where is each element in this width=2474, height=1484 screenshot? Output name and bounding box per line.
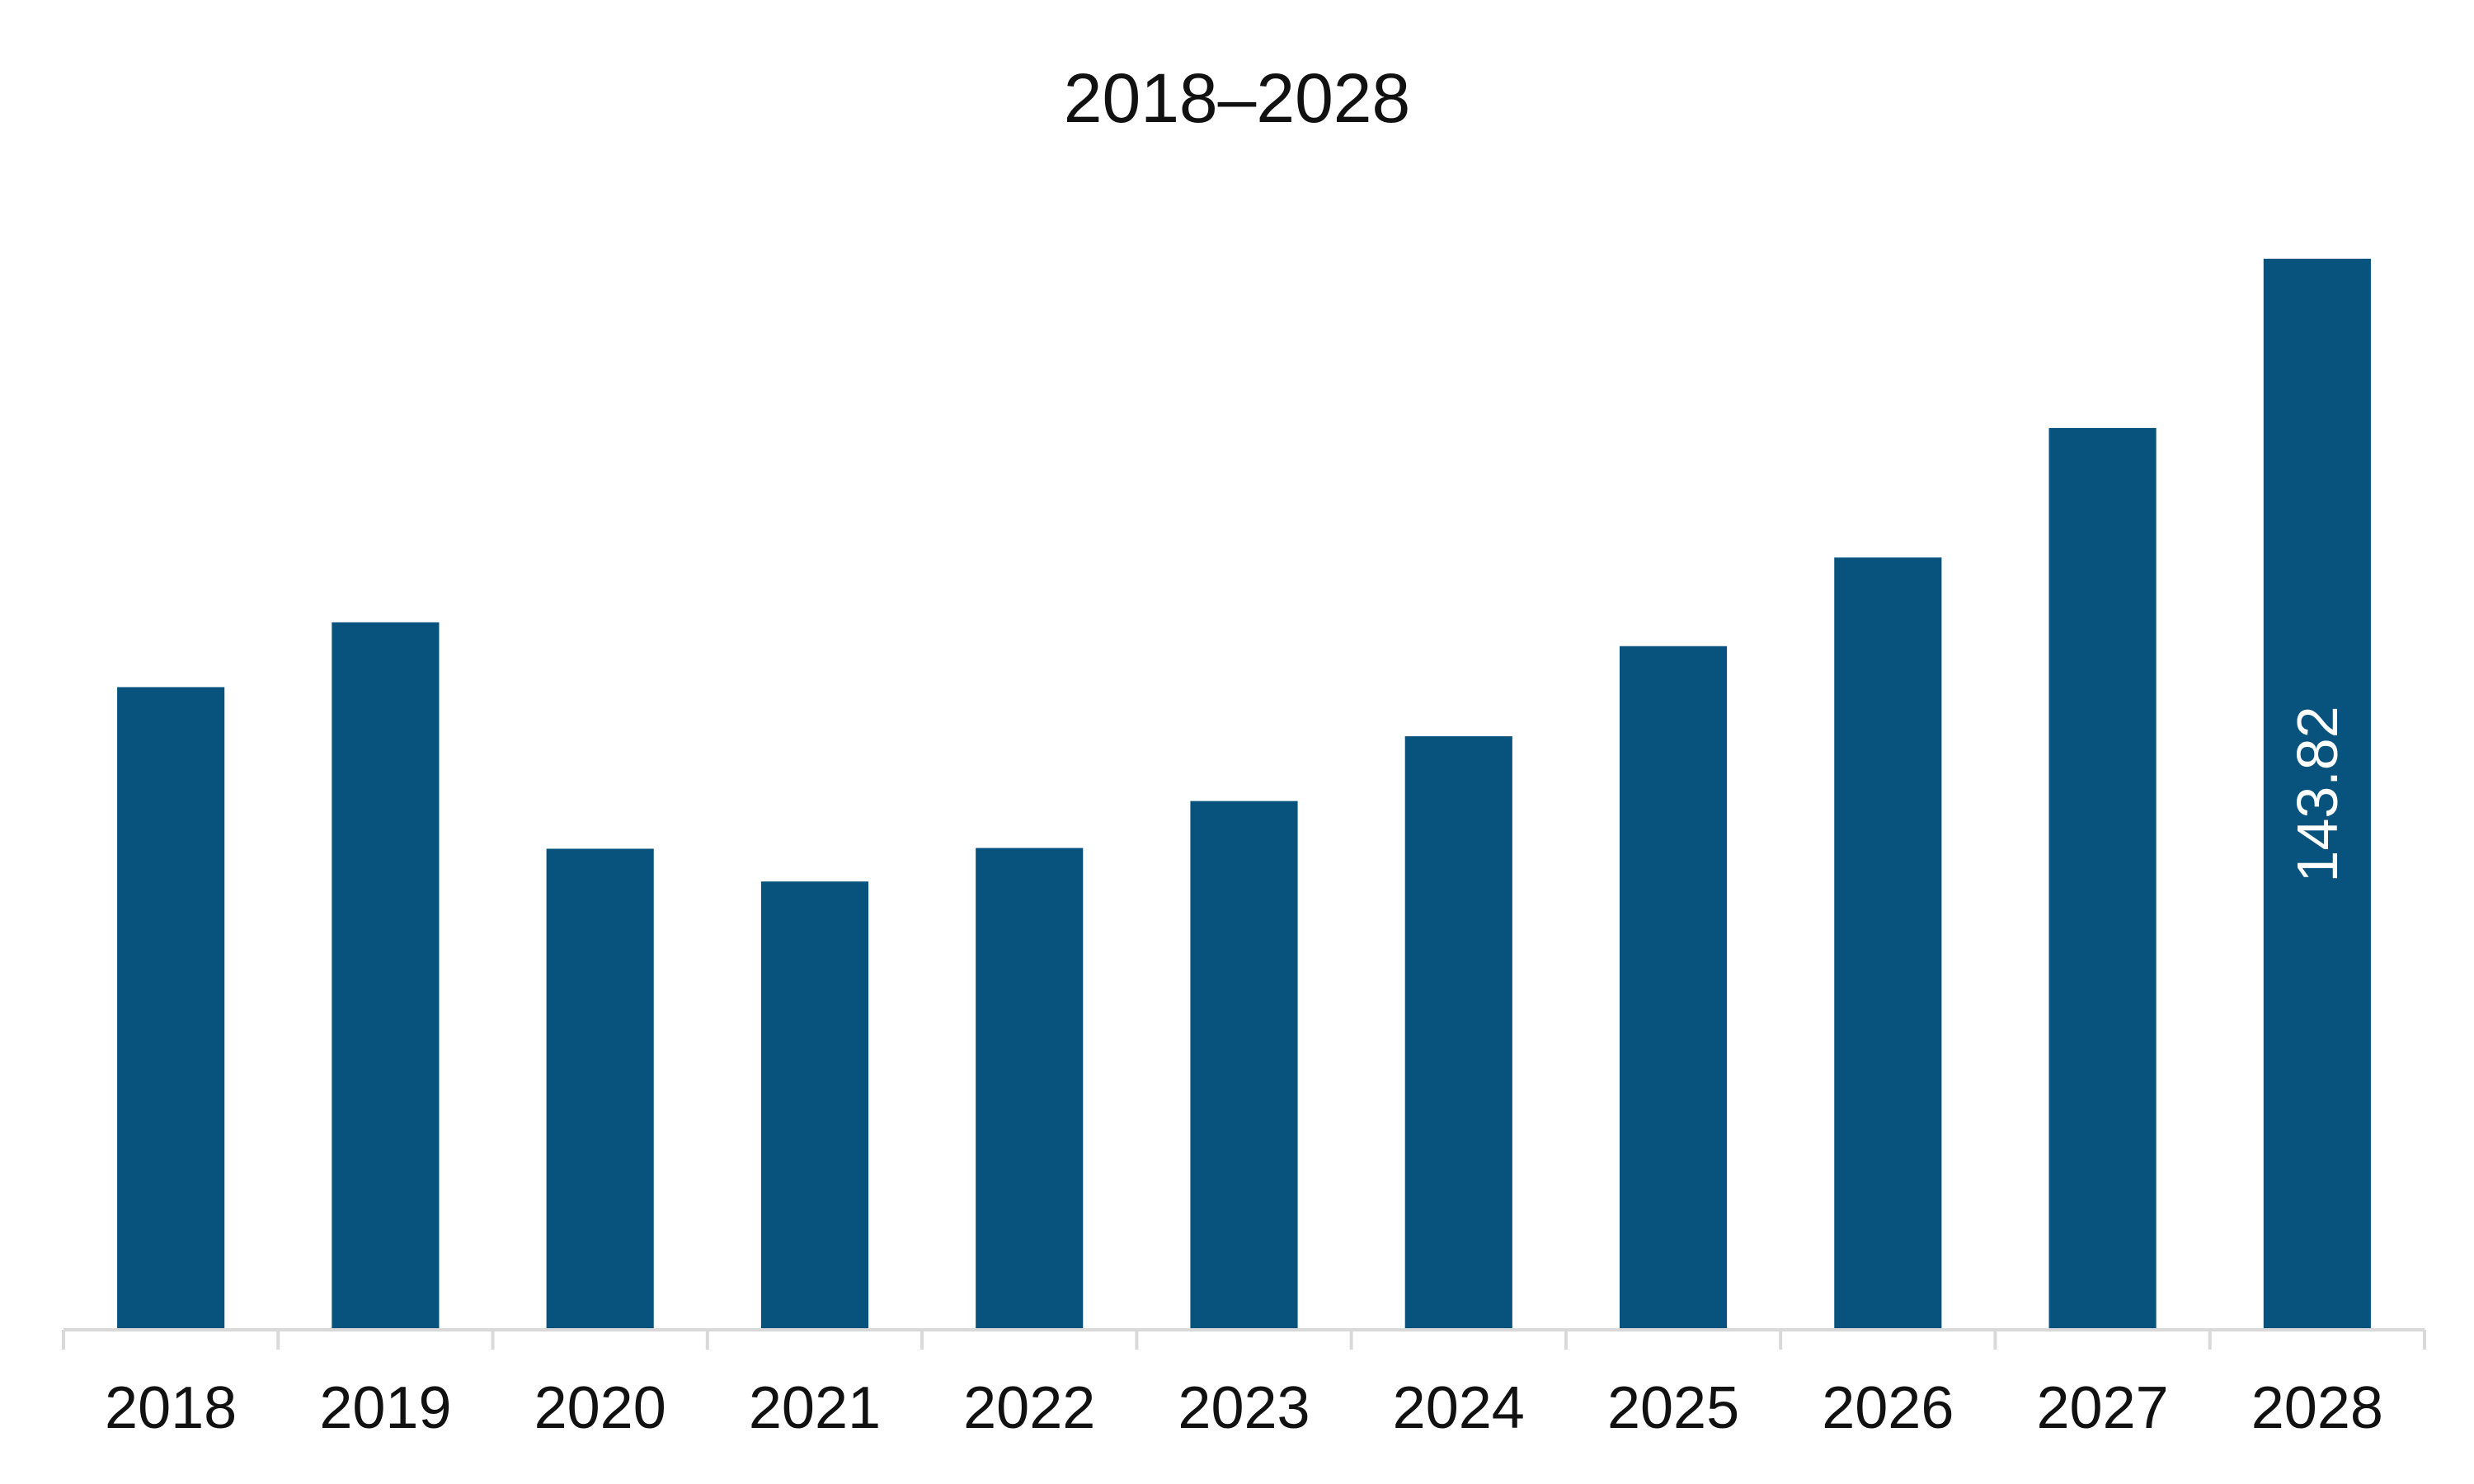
data-label-2028: 143.82 bbox=[2285, 706, 2349, 882]
x-tick-label-2019: 2019 bbox=[319, 1375, 451, 1441]
x-axis bbox=[62, 1328, 2426, 1350]
bar-2020 bbox=[546, 848, 654, 1330]
x-tick-label-2027: 2027 bbox=[2037, 1375, 2169, 1441]
bar-2018 bbox=[117, 687, 225, 1330]
x-tick-label-2020: 2020 bbox=[534, 1375, 666, 1441]
x-tick-label-2028: 2028 bbox=[2251, 1375, 2383, 1441]
bar-2026 bbox=[1834, 557, 1942, 1330]
x-tick-label-2022: 2022 bbox=[963, 1375, 1095, 1441]
x-tick-labels: 2018 2019 2020 2021 2022 2023 2024 2025 2026 2027… bbox=[105, 1375, 2383, 1441]
x-tick-label-2021: 2021 bbox=[749, 1375, 881, 1441]
bar-2023 bbox=[1190, 801, 1298, 1330]
x-tick-label-2026: 2026 bbox=[1822, 1375, 1954, 1441]
chart-title: 2018–2028 bbox=[1064, 59, 1410, 137]
bar-2025 bbox=[1619, 646, 1728, 1330]
bar-2022 bbox=[976, 848, 1084, 1330]
bar-2028 bbox=[2263, 258, 2371, 1331]
data-labels: 143.82 bbox=[2285, 706, 2349, 882]
bar-2024 bbox=[1404, 736, 1512, 1330]
bar-2027 bbox=[2048, 428, 2157, 1330]
bar-2021 bbox=[760, 881, 869, 1330]
x-tick-label-2024: 2024 bbox=[1393, 1375, 1525, 1441]
x-tick-label-2018: 2018 bbox=[105, 1375, 237, 1441]
x-tick-label-2023: 2023 bbox=[1178, 1375, 1310, 1441]
bars-group bbox=[117, 258, 2371, 1331]
x-tick-label-2025: 2025 bbox=[1607, 1375, 1739, 1441]
bar-2019 bbox=[332, 622, 440, 1330]
